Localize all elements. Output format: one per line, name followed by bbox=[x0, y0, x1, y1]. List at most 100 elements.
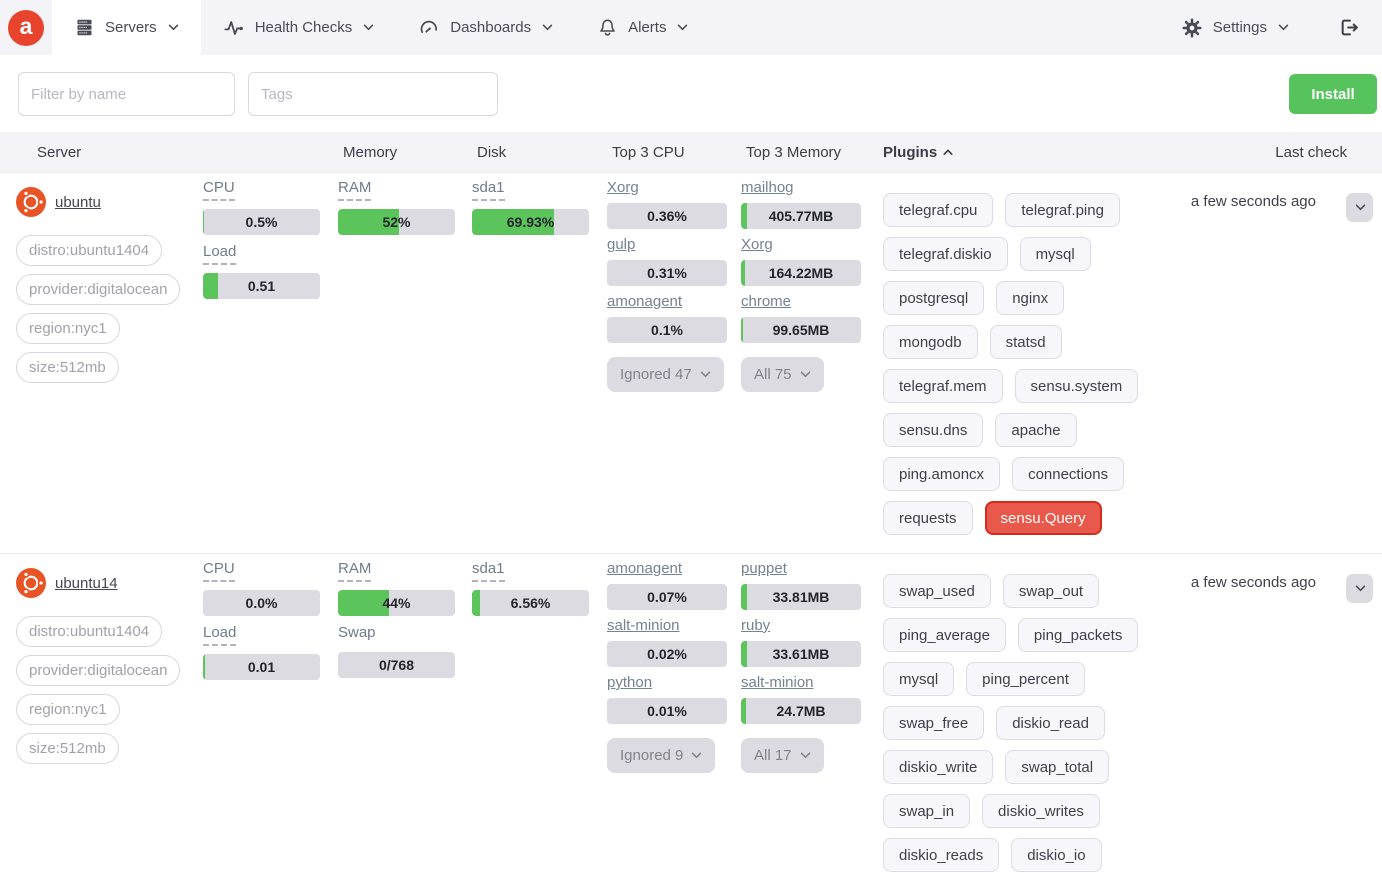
server-name-link[interactable]: ubuntu14 bbox=[55, 574, 118, 592]
plugin-button[interactable]: diskio_reads bbox=[883, 838, 1000, 872]
usage-bar-fill bbox=[338, 209, 399, 235]
cell-top-memory: puppet 33.81MB ruby 33.61MB salt-minion 24.7M… bbox=[741, 560, 878, 882]
usage-bar: 0.51 bbox=[203, 273, 320, 299]
usage-bar-value: 405.77MB bbox=[768, 208, 834, 224]
usage-bar-value: 0/768 bbox=[378, 657, 415, 673]
plugin-button[interactable]: telegraf.mem bbox=[883, 369, 1003, 403]
usage-bar: 0.01% bbox=[607, 698, 727, 724]
cell-cpu: CPU 0.0% Load 0.01 bbox=[203, 560, 338, 882]
server-tag: provider:digitalocean bbox=[16, 655, 181, 686]
process-link[interactable]: salt-minion bbox=[607, 617, 680, 634]
plugin-button[interactable]: postgresql bbox=[883, 281, 985, 315]
plugin-button[interactable]: nginx bbox=[996, 281, 1065, 315]
process-link[interactable]: gulp bbox=[607, 236, 636, 253]
process-link[interactable]: Xorg bbox=[607, 179, 639, 196]
all-processes-button[interactable]: All 75 bbox=[741, 357, 824, 392]
plugin-button[interactable]: requests bbox=[883, 501, 973, 535]
process-link[interactable]: mailhog bbox=[741, 179, 794, 196]
metric-label: CPU bbox=[203, 179, 235, 201]
usage-bar: 0.31% bbox=[607, 260, 727, 286]
top3-cpu: Xorg 0.36% gulp 0.31% amonagent 0.1% Ignored 4… bbox=[607, 179, 741, 392]
plugin-button[interactable]: mysql bbox=[1019, 237, 1091, 271]
process-link[interactable]: ruby bbox=[741, 617, 771, 634]
process-item: puppet 33.81MB bbox=[741, 560, 878, 610]
usage-bar-fill bbox=[203, 209, 205, 235]
nav-item-dashboards[interactable]: Dashboards bbox=[396, 0, 575, 55]
last-check-text: a few seconds ago bbox=[1190, 193, 1316, 210]
metric-label: Swap bbox=[338, 624, 376, 641]
plugin-button[interactable]: connections bbox=[1012, 457, 1125, 491]
filter-name-input[interactable] bbox=[18, 72, 235, 116]
usage-bar-fill bbox=[741, 317, 744, 343]
all-processes-button[interactable]: All 17 bbox=[741, 738, 824, 773]
cell-memory: RAM 44% Swap 0/768 bbox=[338, 560, 472, 882]
nav-item-alerts[interactable]: Alerts bbox=[575, 0, 710, 55]
plugin-button[interactable]: sensu.dns bbox=[883, 413, 984, 447]
server-tag: provider:digitalocean bbox=[16, 274, 181, 305]
chevron-up-icon bbox=[943, 148, 953, 156]
usage-bar-fill bbox=[203, 654, 206, 680]
ignored-processes-button[interactable]: Ignored 47 bbox=[607, 357, 724, 392]
plugin-button[interactable]: swap_in bbox=[883, 794, 971, 828]
plugin-button[interactable]: mysql bbox=[883, 662, 955, 696]
column-header-label: Last check bbox=[1275, 143, 1347, 161]
plugin-button[interactable]: diskio_writes bbox=[982, 794, 1100, 828]
nav-right: Settings bbox=[1159, 0, 1382, 55]
column-header-server: Server bbox=[0, 144, 203, 161]
process-link[interactable]: amonagent bbox=[607, 560, 683, 577]
plugin-button[interactable]: ping_packets bbox=[1017, 618, 1139, 652]
plugin-button[interactable]: diskio_read bbox=[996, 706, 1105, 740]
process-link[interactable]: python bbox=[607, 674, 653, 691]
plugin-button[interactable]: telegraf.diskio bbox=[883, 237, 1008, 271]
nav-item-servers[interactable]: Servers bbox=[52, 0, 201, 55]
plugin-button[interactable]: telegraf.ping bbox=[1005, 193, 1120, 227]
settings-icon bbox=[1181, 17, 1203, 39]
ubuntu-icon bbox=[16, 568, 46, 598]
server-tag: region:nyc1 bbox=[16, 313, 120, 344]
top3-memory: mailhog 405.77MB Xorg 164.22MB chrome 99.65MB… bbox=[741, 179, 878, 392]
plugin-button[interactable]: sensu.system bbox=[1014, 369, 1139, 403]
plugin-button[interactable]: swap_free bbox=[883, 706, 985, 740]
metric-cpu: CPU 0.5% bbox=[203, 179, 338, 235]
nav-item-settings[interactable]: Settings bbox=[1159, 17, 1311, 39]
usage-bar-value: 6.56% bbox=[510, 595, 551, 611]
plugin-button[interactable]: swap_total bbox=[1005, 750, 1110, 784]
plugin-button[interactable]: swap_used bbox=[883, 574, 991, 608]
row-actions-dropdown-button[interactable] bbox=[1346, 574, 1373, 603]
ignored-processes-button[interactable]: Ignored 9 bbox=[607, 738, 716, 773]
install-button[interactable]: Install bbox=[1289, 74, 1377, 114]
usage-bar: 0.0% bbox=[203, 590, 320, 616]
plugin-button[interactable]: telegraf.cpu bbox=[883, 193, 994, 227]
server-row: ubuntu distro:ubuntu1404 provider:digitalo… bbox=[0, 172, 1382, 553]
plugin-button[interactable]: mongodb bbox=[883, 325, 978, 359]
process-item: salt-minion 24.7MB bbox=[741, 674, 878, 724]
plugin-button-danger[interactable]: sensu.Query bbox=[984, 501, 1102, 535]
metric-cpu: CPU 0.0% bbox=[203, 560, 338, 616]
server-identity: ubuntu14 bbox=[16, 568, 203, 598]
server-name-link[interactable]: ubuntu bbox=[55, 193, 101, 211]
nav-item-health-checks[interactable]: Health Checks bbox=[201, 0, 397, 55]
filter-tags-input[interactable] bbox=[248, 72, 498, 116]
process-link[interactable]: amonagent bbox=[607, 293, 683, 310]
plugin-button[interactable]: statsd bbox=[989, 325, 1062, 359]
plugin-button[interactable]: diskio_io bbox=[1011, 838, 1102, 872]
metric-label: CPU bbox=[203, 560, 235, 582]
usage-bar-value: 0.07% bbox=[647, 589, 687, 605]
process-link[interactable]: chrome bbox=[741, 293, 792, 310]
column-header-plugins[interactable]: Plugins bbox=[878, 144, 1180, 161]
process-link[interactable]: Xorg bbox=[741, 236, 773, 253]
metric-ram: RAM 52% bbox=[338, 179, 472, 235]
logout-button[interactable] bbox=[1311, 17, 1372, 38]
plugin-button[interactable]: ping_percent bbox=[966, 662, 1085, 696]
process-link[interactable]: salt-minion bbox=[741, 674, 814, 691]
process-link[interactable]: puppet bbox=[741, 560, 787, 577]
app-logo[interactable]: a bbox=[0, 0, 52, 55]
plugin-button[interactable]: diskio_write bbox=[883, 750, 994, 784]
plugin-button[interactable]: apache bbox=[995, 413, 1077, 447]
filter-bar: Install bbox=[0, 55, 1382, 132]
plugin-button[interactable]: swap_out bbox=[1002, 574, 1100, 608]
row-actions-dropdown-button[interactable] bbox=[1346, 193, 1373, 222]
plugin-button[interactable]: ping_average bbox=[883, 618, 1006, 652]
plugin-button[interactable]: ping.amoncx bbox=[883, 457, 1001, 491]
column-header-memory: Memory bbox=[338, 144, 472, 161]
